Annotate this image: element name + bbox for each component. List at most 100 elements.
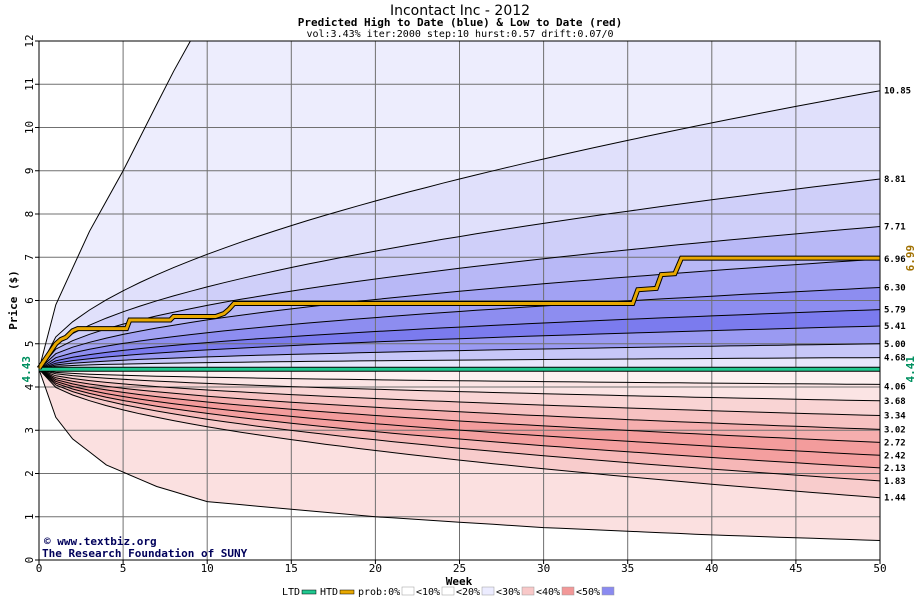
quantile-end-label: 7.71 — [884, 223, 906, 233]
x-tick-label: 30 — [537, 562, 550, 575]
low-quantile-line — [39, 368, 880, 402]
x-tick-label: 15 — [285, 562, 298, 575]
y-tick-label: 5 — [23, 340, 36, 347]
low-quantile-line — [39, 368, 880, 456]
x-tick-label: 20 — [369, 562, 382, 575]
x-tick-label: 5 — [120, 562, 127, 575]
y-tick-label: 4 — [23, 383, 36, 390]
start-price-label: 4.43 — [20, 356, 33, 383]
legend-label: LTD — [282, 587, 300, 598]
high-band — [39, 287, 880, 370]
quantile-end-label: 2.72 — [884, 438, 906, 448]
quantile-end-label: 2.13 — [884, 464, 906, 474]
high-quantile-line — [39, 325, 880, 370]
low-quantile-line — [39, 368, 880, 430]
y-tick-label: 12 — [23, 34, 36, 47]
high-quantile-line — [39, 178, 880, 370]
legend-label: <50% — [576, 587, 600, 598]
low-quantile-line — [39, 368, 880, 482]
low-band — [39, 369, 880, 560]
high-band — [39, 41, 880, 370]
y-tick-label: 3 — [23, 427, 36, 434]
quantile-end-label: 2.42 — [884, 451, 906, 461]
high-quantile-line — [39, 343, 880, 370]
plot-area — [39, 41, 880, 560]
y-tick-label: 2 — [23, 470, 36, 477]
y-tick-label: 1 — [23, 513, 36, 520]
outer-low-line — [39, 369, 880, 541]
y-tick-label: 11 — [23, 78, 36, 91]
low-quantile-line — [39, 368, 880, 469]
quantile-end-label: 10.85 — [884, 87, 911, 97]
legend-label: prob:0% — [358, 587, 400, 598]
high-quantile-line — [39, 226, 880, 370]
low-quantile-line — [39, 368, 880, 443]
plot-clip-group — [39, 41, 880, 560]
x-tick-label: 45 — [789, 562, 802, 575]
x-axis-label: Week — [446, 575, 473, 588]
legend-swatch — [561, 586, 575, 596]
quantile-end-label: 3.34 — [884, 412, 906, 422]
quantile-end-label: 4.06 — [884, 382, 906, 392]
legend-swatch — [601, 586, 615, 596]
legend-swatch — [521, 586, 535, 596]
chart-title: Incontact Inc - 2012 — [390, 3, 530, 19]
x-tick-label: 0 — [36, 562, 43, 575]
low-quantile-line — [39, 368, 880, 385]
credit-org: The Research Foundation of SUNY — [42, 547, 248, 560]
quantile-end-label: 5.00 — [884, 340, 906, 350]
y-tick-label: 6 — [23, 297, 36, 304]
high-quantile-line — [39, 309, 880, 370]
high-quantile-line — [39, 90, 880, 370]
quantile-end-label: 3.68 — [884, 397, 906, 407]
low-band — [39, 369, 880, 443]
chart-subtitle: Predicted High to Date (blue) & Low to D… — [298, 16, 623, 29]
high-band — [39, 309, 880, 370]
axes: 0 5 10 15 20 25 30 35 40 45 50012345678910111210.8… — [20, 34, 917, 575]
x-tick-label: 25 — [453, 562, 466, 575]
high-band — [39, 226, 880, 370]
low-quantile-line — [39, 368, 880, 416]
legend-swatch — [481, 586, 495, 596]
ltd-current-label: 4.41 — [904, 356, 917, 383]
quantile-end-label: 3.02 — [884, 425, 906, 435]
low-band — [39, 369, 880, 456]
high-band — [39, 179, 880, 370]
x-tick-label: 50 — [873, 562, 886, 575]
high-quantile-line — [39, 258, 880, 370]
htd-layer — [36, 255, 880, 370]
outer-high-line — [39, 41, 880, 370]
legend-swatch — [441, 586, 455, 596]
quantile-end-label: 6.30 — [884, 284, 906, 294]
chart-params: vol:3.43% iter:2000 step:10 hurst:0.57 d… — [306, 29, 613, 40]
y-axis-label: Price ($) — [7, 270, 20, 330]
htd-end-label: 6.99 — [904, 245, 917, 272]
legend-line-swatch — [339, 589, 355, 595]
y-tick-label: 0 — [23, 557, 36, 564]
y-tick-label: 8 — [23, 211, 36, 218]
legend-label: HTD — [320, 587, 338, 598]
low-band — [39, 369, 880, 430]
high-quantile-line — [39, 357, 880, 370]
y-tick-label: 10 — [23, 121, 36, 134]
quantile-end-label: 1.44 — [884, 494, 906, 504]
legend-label: <40% — [536, 587, 560, 598]
low-band — [39, 369, 880, 541]
low-quantile-line — [39, 368, 880, 499]
quantile-end-label: 1.83 — [884, 477, 906, 487]
legend-line-swatch — [301, 589, 317, 595]
legend-label: <30% — [496, 587, 520, 598]
legend-label: <10% — [416, 587, 440, 598]
legend-swatch — [401, 586, 415, 596]
quantile-end-label: 6.96 — [884, 255, 906, 265]
credit-site: © www.textbiz.org — [44, 535, 157, 548]
y-tick-label: 9 — [23, 167, 36, 174]
x-tick-label: 10 — [201, 562, 214, 575]
quantile-end-label: 5.41 — [884, 322, 906, 332]
high-quantile-line — [39, 287, 880, 370]
high-band — [39, 259, 880, 370]
quantile-end-label: 8.81 — [884, 175, 906, 185]
legend: LTD HTD prob:0% <10% <20% <30% <40% <50% — [282, 586, 615, 598]
x-tick-label: 40 — [705, 562, 718, 575]
